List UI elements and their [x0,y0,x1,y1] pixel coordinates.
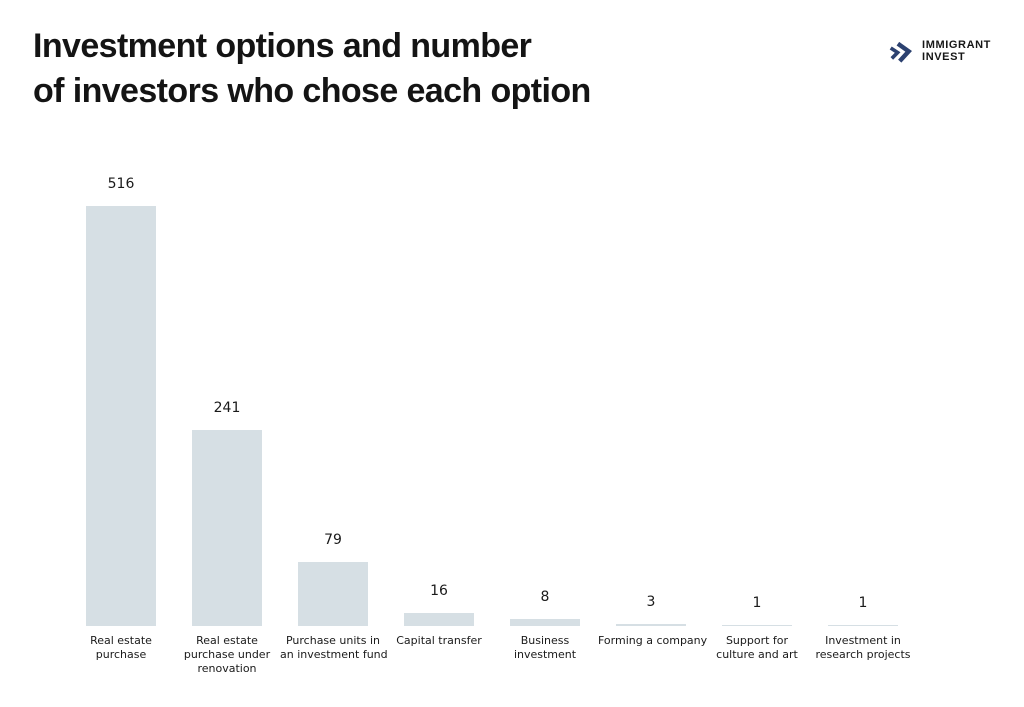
bar-value-label: 1 [858,595,868,611]
bar-column: 16 [386,160,492,626]
bar-value-label: 79 [324,532,342,548]
category-label-line: Forming a company [598,634,708,647]
bar [404,613,474,626]
bar [86,206,156,626]
category-label-line: Investment in [825,634,901,647]
bar [828,625,898,626]
brand-name: IMMIGRANT INVEST [922,39,991,63]
bar-value-label: 16 [430,583,448,599]
bar [510,619,580,626]
page-title-line2: of investors who chose each option [33,72,591,110]
bar-column: 3 [598,160,704,626]
brand-name-line2: INVEST [922,51,966,63]
page-title: Investment options and number of investo… [33,24,591,114]
bar-category-label: Purchase units in an investment fund [280,634,388,676]
bar-column: 516 [68,160,174,626]
bar-column: 241 [174,160,280,626]
bar-category-label: Business investment [492,634,598,676]
bar-category-label: Real estate purchase [68,634,174,676]
bar-category-label: Investment in research projects [810,634,916,676]
double-chevron-icon [889,41,913,63]
bar-category-label: Forming a company [598,634,708,676]
bar-value-label: 241 [213,400,241,416]
brand-logo: IMMIGRANT INVEST [887,37,991,65]
bar-category-label: Support for culture and art [704,634,810,676]
category-axis: Real estate purchase Real estate purchase … [68,634,916,676]
bar-column: 1 [810,160,916,626]
category-label-line: Support for [725,634,789,647]
category-label-line: Purchase units in [285,634,380,647]
bar-column: 1 [704,160,810,626]
bar-category-label: Capital transfer [386,634,492,676]
bar-value-label: 1 [752,595,762,611]
bar [192,430,262,626]
brand-name-line1: IMMIGRANT [922,39,991,51]
category-label-line: purchase [95,648,147,661]
bar-value-label: 516 [107,176,135,192]
bar-chart: 516 241 79 16 8 3 1 1 [68,160,916,626]
category-label-line: purchase under [183,648,271,661]
page-title-line1: Investment options and number [33,27,532,65]
bar-value-label: 8 [540,589,550,605]
bar [722,625,792,626]
bar-value-label: 3 [646,594,656,610]
category-label-line: Real estate [196,634,258,647]
category-label-line: renovation [197,662,257,675]
category-label-line: research projects [815,648,911,661]
bar [298,562,368,626]
category-label-line: an investment fund [280,648,388,661]
bar-column: 8 [492,160,598,626]
category-label-line: Business [520,634,570,647]
bar-category-label: Real estate purchase under renovation [174,634,280,676]
bar [616,624,686,626]
category-label-line: culture and art [716,648,798,661]
category-label-line: investment [513,648,577,661]
category-label-line: Real estate [90,634,152,647]
category-label-line: Capital transfer [396,634,482,647]
bar-column: 79 [280,160,386,626]
